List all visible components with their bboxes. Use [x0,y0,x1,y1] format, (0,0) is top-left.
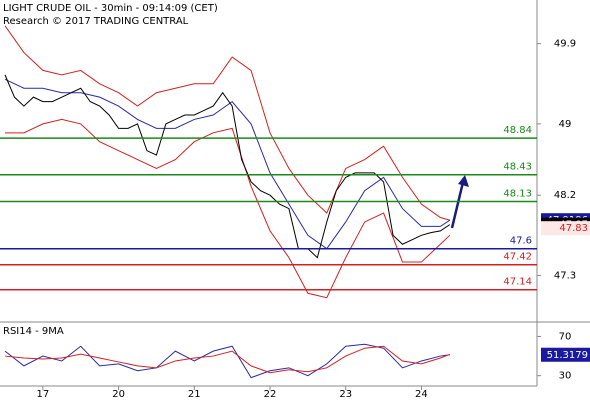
x-tick-label: 21 [188,389,201,400]
chart-title: LIGHT CRUDE OIL - 30min - 09:14:09 (CET) [3,3,218,14]
rsi-title: RSI14 - 9MA [3,326,64,337]
series-line [4,345,451,374]
level-label: 47.42 [503,252,532,263]
y-tick-label: 48.2 [554,190,576,201]
x-tick-label: 20 [112,389,125,400]
value-badge-label: 51.3179 [547,350,588,361]
chart-subtitle: Research © 2017 TRADING CENTRAL [3,16,189,27]
level-label: 47.14 [503,277,532,288]
level-label: 47.6 [510,236,532,247]
y-tick-label: 49 [559,119,572,130]
series-line [4,25,450,221]
level-label: 48.13 [503,188,532,199]
y-tick-label: 49.9 [554,39,576,50]
x-tick-label: 17 [36,389,49,400]
x-tick-label: 22 [264,389,277,400]
level-label: 48.84 [503,125,532,136]
value-badge [541,221,590,236]
x-tick-label: 23 [339,389,352,400]
projection-arrow [450,177,466,229]
series-line [5,118,451,299]
arrow-head [458,175,469,187]
series-line [4,78,451,250]
y-tick-label: 47.3 [554,270,576,281]
value-badge [541,347,590,362]
y-tick-label: 70 [559,331,572,342]
level-label: 48.43 [503,162,532,173]
x-tick-label: 24 [415,389,428,400]
y-tick-label: 30 [559,371,572,382]
series-line [4,343,450,379]
value-badge-label: 47.83 [559,223,588,234]
